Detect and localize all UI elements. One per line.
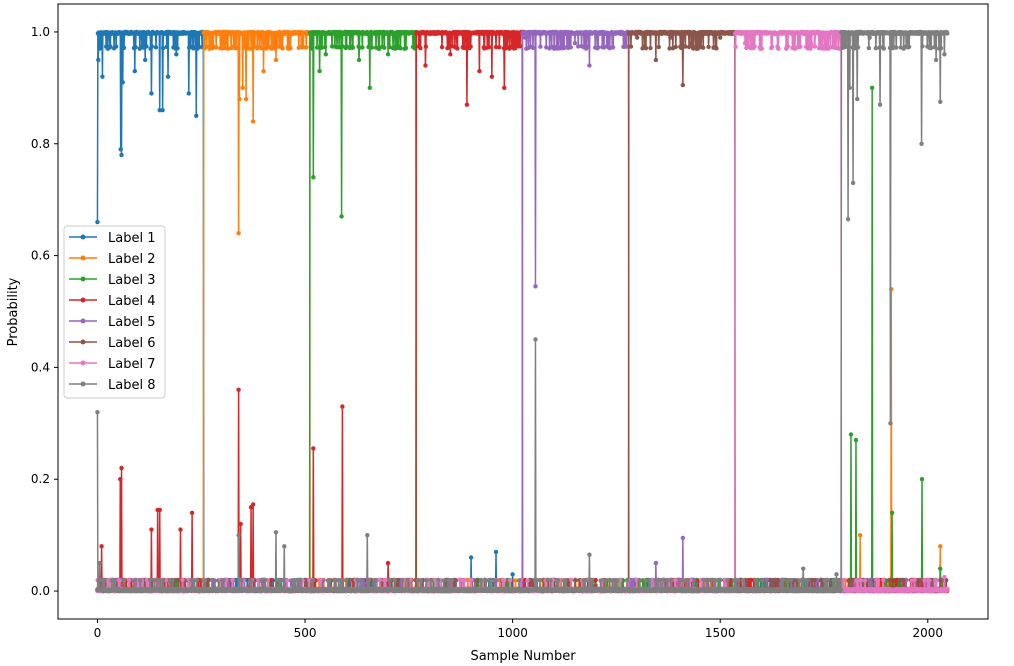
data-point xyxy=(367,85,372,91)
data-point xyxy=(350,45,355,50)
data-point xyxy=(468,555,474,560)
data-point xyxy=(385,52,391,57)
data-point xyxy=(237,96,242,102)
data-point xyxy=(225,46,231,51)
data-point xyxy=(273,57,279,63)
data-point xyxy=(95,219,100,225)
data-point xyxy=(118,147,123,152)
data-point xyxy=(304,45,309,50)
data-point xyxy=(236,231,241,236)
data-point xyxy=(398,46,403,51)
data-point xyxy=(213,45,219,50)
data-point xyxy=(250,119,256,124)
data-point xyxy=(280,46,285,51)
data-point xyxy=(219,40,225,46)
data-point xyxy=(153,45,159,50)
data-point xyxy=(165,74,171,79)
data-point xyxy=(164,44,169,50)
data-point xyxy=(233,46,239,51)
data-point xyxy=(100,74,105,79)
data-point xyxy=(174,52,179,57)
data-point xyxy=(360,45,365,50)
data-point xyxy=(317,68,322,74)
data-point xyxy=(259,46,264,51)
data-point xyxy=(243,96,249,102)
data-point xyxy=(248,46,254,51)
data-point xyxy=(149,91,154,96)
data-point xyxy=(149,44,155,49)
data-point xyxy=(160,108,165,113)
data-point xyxy=(160,46,166,51)
data-point xyxy=(261,68,266,74)
data-point xyxy=(121,45,127,50)
data-point xyxy=(240,85,245,91)
data-point xyxy=(322,44,328,50)
data-point xyxy=(857,532,863,538)
data-point xyxy=(144,44,149,49)
data-point xyxy=(142,57,148,63)
data-point xyxy=(311,175,316,180)
plot-area xyxy=(95,29,950,594)
data-point xyxy=(113,44,119,49)
data-point xyxy=(133,44,138,50)
data-point xyxy=(493,549,499,555)
data-point xyxy=(108,44,113,49)
data-point xyxy=(356,57,362,63)
data-point xyxy=(510,572,515,577)
data-point xyxy=(938,544,943,549)
data-point xyxy=(288,46,293,51)
data-point xyxy=(96,57,101,63)
data-point xyxy=(132,68,138,74)
data-point xyxy=(513,578,518,583)
data-point xyxy=(403,45,409,51)
data-point xyxy=(175,46,180,51)
data-point xyxy=(120,80,125,85)
data-point xyxy=(339,214,344,219)
data-point xyxy=(323,52,328,57)
data-point xyxy=(119,152,124,158)
data-point xyxy=(186,91,191,96)
data-point xyxy=(309,46,314,51)
data-point xyxy=(194,113,199,119)
data-point xyxy=(98,44,104,49)
data-point xyxy=(369,45,375,50)
data-point xyxy=(382,45,387,50)
